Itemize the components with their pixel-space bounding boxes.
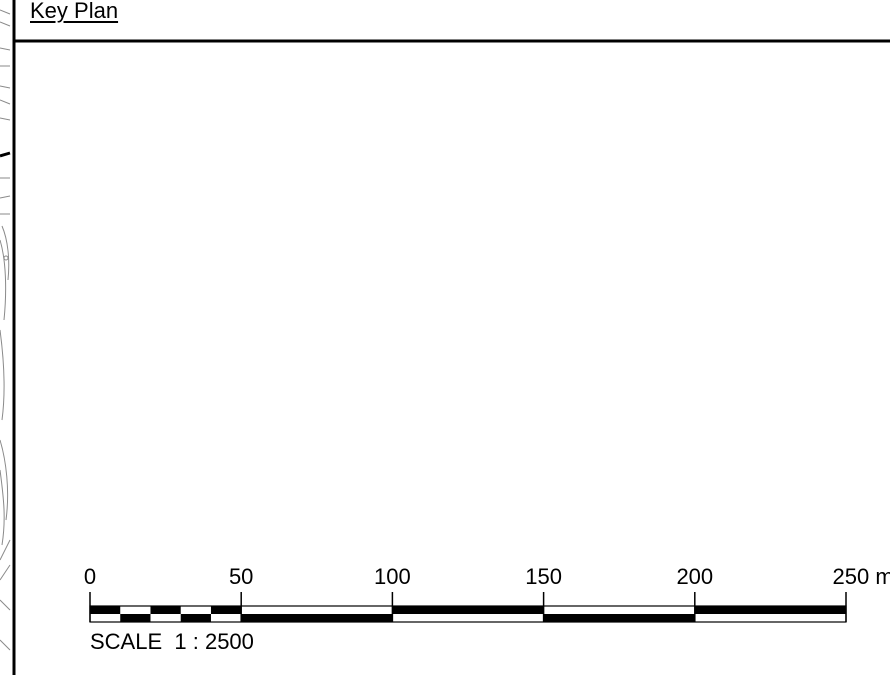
scale-bar	[89, 592, 847, 623]
scale-coarse-segment	[694, 606, 846, 614]
scale-fine-segment	[210, 606, 242, 614]
scale-tick-label: 200	[676, 564, 714, 589]
map-fragment	[0, 9, 11, 651]
scale-tick-label: 50	[228, 564, 254, 589]
scale-fine-segment	[90, 606, 121, 614]
scale-coarse-segment	[241, 614, 393, 622]
scale-ratio: 1 : 2500	[174, 629, 254, 654]
scale-tick-label: 150	[525, 564, 562, 589]
scale-fine-segment	[120, 614, 151, 622]
scale-coarse-segment	[392, 606, 544, 614]
scale-tick-label: 0	[83, 564, 97, 589]
key-plan-title: Key Plan	[30, 0, 119, 23]
scale-fine-segment	[150, 606, 181, 614]
scale-tick-label: 100	[374, 564, 411, 589]
scale-fine-segment	[180, 614, 211, 622]
scale-tick-label: 250 m	[832, 564, 890, 589]
scale-label: SCALE	[90, 629, 163, 654]
map-road-marker	[0, 151, 11, 158]
scale-coarse-segment	[543, 614, 695, 622]
scale-ratio-caption: SCALE 1 : 2500	[90, 629, 254, 655]
